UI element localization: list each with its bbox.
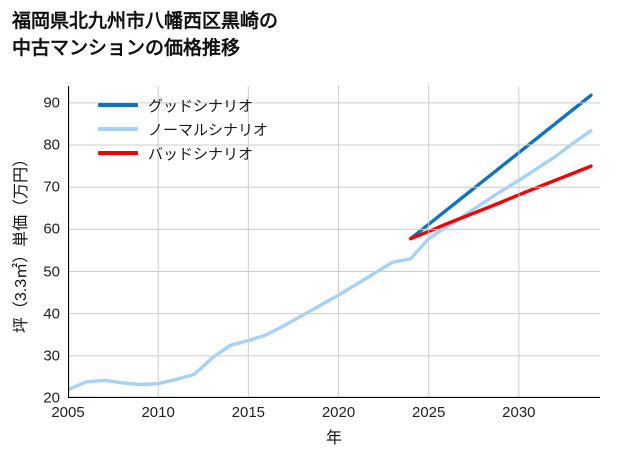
y-tick-30: 30 <box>43 347 60 365</box>
legend-label: グッドシナリオ <box>148 97 254 115</box>
series-line <box>408 93 593 241</box>
plot-area <box>68 86 600 398</box>
x-axis-label: 年 <box>325 430 342 447</box>
x-tick-2015: 2015 <box>231 404 266 421</box>
x-tick-2030: 2030 <box>502 404 536 421</box>
chart-legend: グッドシナリオ ノーマルシナリオ バッドシナリオ <box>98 93 268 165</box>
y-tick-90: 90 <box>43 94 60 112</box>
y-tick-80: 80 <box>43 136 60 154</box>
x-tick-2025: 2025 <box>411 404 446 421</box>
y-tick-60: 60 <box>43 220 60 238</box>
legend-item-2[interactable]: バッドシナリオ <box>98 141 268 165</box>
x-tick-2010: 2010 <box>141 404 175 421</box>
legend-item-0[interactable]: グッドシナリオ <box>98 93 268 117</box>
y-tick-40: 40 <box>43 305 60 323</box>
legend-swatch-icon <box>98 103 138 107</box>
legend-item-1[interactable]: ノーマルシナリオ <box>98 117 268 141</box>
series-line <box>68 128 593 392</box>
legend-label: バッドシナリオ <box>148 145 254 163</box>
legend-swatch-icon <box>98 151 138 155</box>
chart-axes-grid <box>68 86 600 398</box>
series-line <box>408 164 593 241</box>
y-tick-50: 50 <box>43 263 60 280</box>
chart-lines <box>68 93 593 392</box>
x-tick-2005: 2005 <box>51 404 85 421</box>
chart-title: 福岡県北九州市八幡西区黒崎の 中古マンションの価格推移 <box>12 11 279 59</box>
x-tick-2020: 2020 <box>321 404 356 421</box>
y-tick-20: 20 <box>43 389 60 407</box>
legend-swatch-icon <box>98 127 138 131</box>
legend-label: ノーマルシナリオ <box>148 121 269 139</box>
y-tick-70: 70 <box>43 178 60 196</box>
